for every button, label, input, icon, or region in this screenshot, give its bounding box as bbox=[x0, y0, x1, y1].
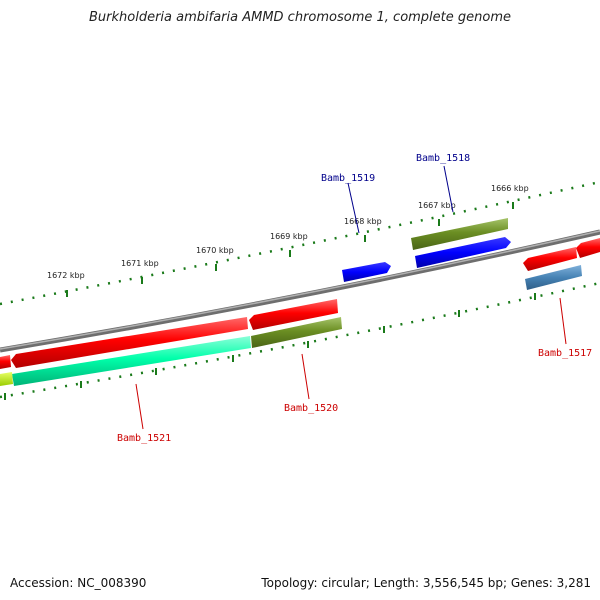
topology-summary-text: Topology: circular; Length: 3,556,545 bp… bbox=[261, 576, 591, 590]
gene-edge-left-yellow-arrow[interactable] bbox=[0, 372, 13, 386]
scale-label-1672: 1672 kbp bbox=[47, 271, 85, 280]
scale-label-1667: 1667 kbp bbox=[418, 201, 456, 210]
outer-scale-ruler bbox=[0, 180, 600, 306]
leader-bamb-1521 bbox=[135, 383, 144, 430]
gene-label-bamb-1521[interactable]: Bamb_1521 bbox=[117, 433, 171, 444]
scale-label-1670: 1670 kbp bbox=[196, 246, 234, 255]
gene-bamb-1521-cyan-arrow[interactable] bbox=[12, 336, 251, 386]
gene-bamb-1517-steel-arrow[interactable] bbox=[525, 265, 582, 290]
chromosome-backbone-highlight bbox=[0, 230, 600, 350]
inner-scale-ruler bbox=[0, 281, 600, 400]
gene-bamb-1518-blue-arrow[interactable] bbox=[415, 237, 511, 268]
gene-bamb-1520-olive-arrow[interactable] bbox=[251, 317, 342, 348]
scale-label-1666: 1666 kbp bbox=[491, 184, 529, 193]
leader-bamb-1519 bbox=[347, 182, 360, 234]
gene-label-bamb-1520[interactable]: Bamb_1520 bbox=[284, 403, 338, 414]
map-title: Burkholderia ambifaria AMMD chromosome 1… bbox=[88, 10, 512, 25]
gene-edge-right-red-arrow[interactable] bbox=[576, 238, 600, 258]
gene-bamb-1518-olive-arrow[interactable] bbox=[411, 218, 508, 250]
scale-label-1671: 1671 kbp bbox=[121, 259, 159, 268]
gene-edge-left-red-arrow[interactable] bbox=[0, 355, 11, 369]
gene-label-bamb-1518[interactable]: Bamb_1518 bbox=[416, 153, 470, 164]
scale-label-1668: 1668 kbp bbox=[344, 217, 382, 226]
scale-label-1669: 1669 kbp bbox=[270, 232, 308, 241]
gene-bamb-1521-red-arrow[interactable] bbox=[11, 317, 248, 368]
gene-bamb-1517-red-arrow[interactable] bbox=[523, 247, 577, 271]
leader-bamb-1517 bbox=[559, 297, 567, 345]
leader-bamb-1520 bbox=[301, 353, 310, 400]
chromosome-backbone bbox=[0, 229, 600, 353]
gene-bamb-1519-arrow[interactable] bbox=[342, 262, 391, 282]
accession-text: Accession: NC_008390 bbox=[10, 576, 147, 590]
leader-bamb-1518 bbox=[443, 165, 454, 213]
gene-bamb-1520-red-arrow[interactable] bbox=[249, 299, 338, 330]
gene-label-bamb-1517[interactable]: Bamb_1517 bbox=[538, 348, 592, 359]
gene-label-bamb-1519[interactable]: Bamb_1519 bbox=[321, 173, 375, 184]
